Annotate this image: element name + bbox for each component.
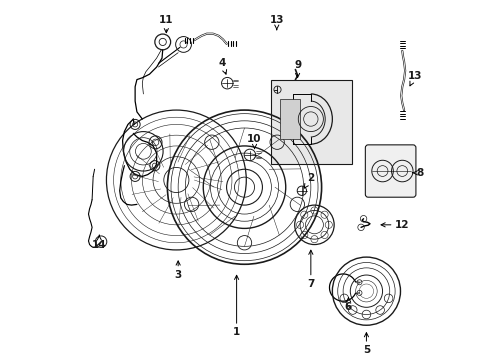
Text: 9: 9 — [293, 60, 301, 77]
Text: 10: 10 — [247, 134, 261, 149]
Text: 14: 14 — [92, 235, 106, 249]
Text: 4: 4 — [218, 58, 226, 74]
Text: 8: 8 — [411, 168, 423, 178]
Text: 7: 7 — [306, 250, 314, 289]
Text: 11: 11 — [159, 15, 173, 33]
Text: 12: 12 — [380, 220, 409, 230]
Text: 3: 3 — [174, 261, 182, 280]
Bar — [280, 99, 300, 139]
Text: 6: 6 — [344, 298, 351, 312]
FancyBboxPatch shape — [365, 145, 415, 197]
Text: 2: 2 — [304, 173, 314, 188]
Bar — [271, 80, 351, 164]
Text: 13: 13 — [269, 15, 284, 30]
Text: 5: 5 — [362, 333, 369, 355]
Text: 13: 13 — [407, 71, 421, 86]
Text: 1: 1 — [232, 275, 240, 337]
